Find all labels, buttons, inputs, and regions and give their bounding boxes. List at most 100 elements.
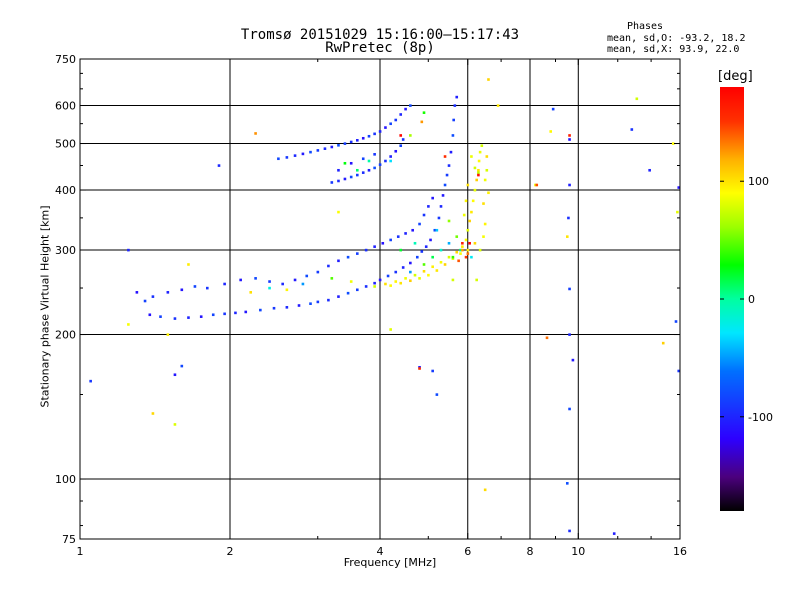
data-point [173, 423, 177, 426]
data-point [431, 255, 434, 259]
data-point [483, 488, 487, 492]
data-point [455, 250, 459, 254]
data-point [173, 373, 177, 377]
data-point [384, 159, 387, 163]
data-point [447, 164, 451, 167]
data-point [413, 241, 417, 245]
data-point [349, 280, 353, 283]
data-point [466, 228, 470, 232]
data-point [459, 248, 462, 252]
data-point [447, 255, 451, 259]
data-point [305, 274, 309, 278]
data-point [399, 113, 403, 116]
colorbar-tick-label: -100 [748, 411, 773, 424]
data-point [355, 168, 359, 172]
data-point [373, 245, 376, 248]
data-point [485, 155, 489, 158]
data-point [316, 270, 320, 274]
data-point [549, 130, 553, 133]
data-point [364, 285, 368, 288]
data-point [401, 266, 405, 269]
data-point [399, 281, 403, 285]
data-point [254, 132, 257, 135]
data-point [285, 288, 289, 292]
data-point [389, 122, 392, 126]
data-point [361, 136, 365, 140]
data-point [443, 183, 447, 187]
data-point [422, 111, 426, 114]
data-point [239, 278, 242, 282]
data-point [431, 265, 434, 269]
data-point [461, 241, 464, 245]
data-point [487, 78, 490, 81]
data-point [386, 274, 390, 278]
data-point [309, 150, 312, 154]
data-point [349, 140, 353, 144]
y-tick-label: 100 [55, 473, 76, 486]
data-point [330, 277, 334, 280]
data-point [480, 144, 484, 148]
data-point [443, 155, 447, 158]
data-point [451, 278, 455, 282]
data-point [378, 130, 382, 133]
data-point [464, 238, 468, 242]
data-point [404, 277, 407, 280]
data-point [384, 126, 387, 129]
data-point [451, 255, 455, 259]
data-point [199, 315, 203, 318]
data-point [373, 285, 376, 288]
legend-title: Phases [626, 21, 664, 32]
data-point [483, 178, 487, 182]
data-point [373, 132, 376, 136]
data-point [373, 281, 376, 285]
data-point [159, 315, 162, 318]
data-point [473, 166, 477, 170]
y-tick-label: 75 [62, 533, 76, 546]
data-point [378, 163, 382, 166]
data-point [355, 173, 359, 177]
data-point [445, 173, 449, 177]
data-point [399, 248, 403, 252]
data-point [409, 104, 412, 107]
data-point [461, 245, 464, 248]
data-point [568, 333, 571, 336]
data-point [389, 328, 392, 331]
data-point [427, 205, 430, 208]
data-point [435, 393, 439, 396]
data-point [661, 341, 665, 345]
data-point [477, 168, 480, 172]
data-point [470, 210, 473, 214]
data-point [568, 287, 571, 291]
data-point [316, 149, 320, 152]
data-point [473, 188, 477, 192]
y-axis-label: Stationary phase Virtual Height [km] [38, 205, 52, 408]
data-point [568, 138, 571, 141]
data-point [394, 270, 398, 274]
data-point [337, 168, 340, 172]
chart-subtitle: RwPretec (8p) [325, 40, 435, 56]
data-point [409, 261, 412, 265]
data-point [127, 248, 130, 252]
data-point [254, 277, 257, 280]
data-point [455, 95, 459, 99]
data-point [447, 219, 451, 223]
data-point [411, 228, 414, 232]
data-point [281, 282, 284, 286]
data-point [677, 186, 681, 189]
data-point [373, 166, 376, 170]
data-point [568, 407, 571, 411]
data-point [496, 104, 500, 107]
data-point [389, 155, 392, 158]
data-point [453, 104, 457, 107]
data-point [457, 259, 460, 263]
data-point [309, 302, 312, 305]
data-point [478, 150, 482, 154]
data-point [439, 205, 443, 208]
data-point [674, 320, 678, 323]
data-point [478, 248, 482, 252]
data-point [399, 134, 403, 137]
data-point [418, 222, 421, 226]
y-tick-label: 500 [55, 138, 76, 151]
data-point [435, 269, 439, 272]
data-point [404, 107, 407, 111]
